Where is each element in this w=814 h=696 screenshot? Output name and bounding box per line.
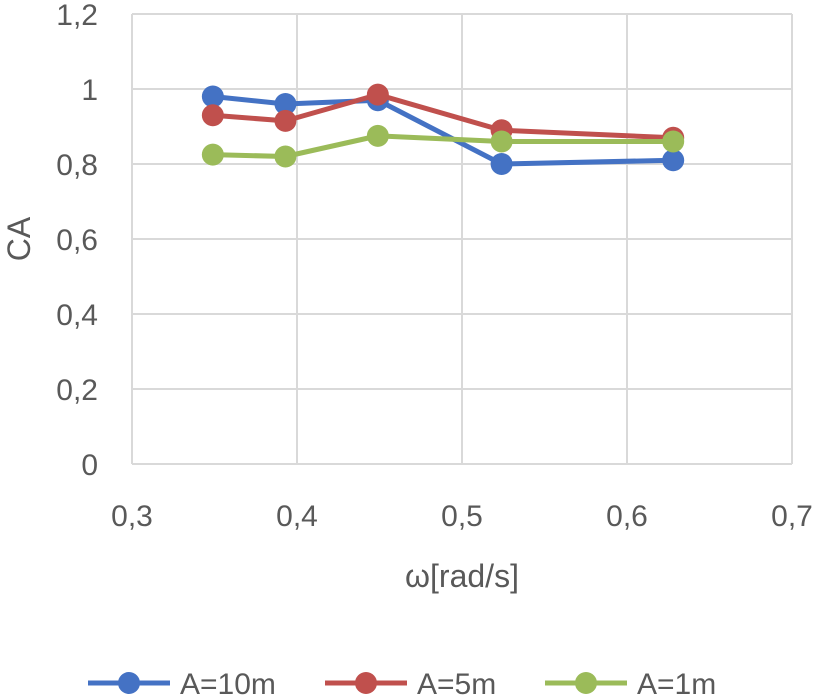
data-point (274, 145, 297, 168)
y-tick-label: 0,2 (56, 374, 98, 407)
y-tick-label: 0,6 (56, 224, 98, 257)
data-point (201, 104, 224, 127)
legend-label: A=1m (637, 668, 716, 696)
x-gridlines (131, 14, 793, 464)
y-tick-label: 0,8 (56, 149, 98, 182)
y-axis-label: CA (1, 216, 37, 261)
x-tick-labels: 0,3 0,4 0,5 0,6 0,7 (111, 500, 813, 533)
data-point (490, 130, 513, 153)
legend-label: A=5m (417, 668, 496, 696)
x-tick-label: 0,7 (771, 500, 813, 533)
y-tick-labels: 0 0,2 0,4 0,6 0,8 1 1,2 (56, 0, 98, 482)
data-point (662, 130, 685, 153)
data-point (201, 143, 224, 166)
legend-entry-0: A=10m (88, 668, 276, 696)
data-point (274, 93, 297, 115)
data-point (366, 83, 389, 106)
data-point (274, 109, 297, 132)
x-axis-label: ω[rad/s] (405, 558, 519, 594)
data-point (366, 124, 389, 147)
legend-marker (355, 672, 377, 694)
x-tick-label: 0,6 (606, 500, 648, 533)
series-2 (201, 124, 685, 168)
y-tick-label: 1 (81, 74, 98, 107)
x-tick-label: 0,4 (276, 500, 318, 533)
series-0 (201, 85, 685, 175)
data-point (662, 149, 685, 172)
data-point (490, 153, 513, 175)
x-tick-label: 0,3 (111, 500, 153, 533)
legend-label: A=10m (180, 668, 276, 696)
y-tick-label: 1,2 (56, 0, 98, 32)
legend-marker (118, 672, 140, 694)
legend-entry-1: A=5m (325, 668, 496, 696)
y-tick-label: 0,4 (56, 299, 98, 332)
x-tick-label: 0,5 (441, 500, 483, 533)
legend-entry-2: A=1m (545, 668, 716, 696)
series-layer (201, 83, 685, 175)
legend-marker (575, 672, 597, 694)
y-tick-label: 0 (81, 449, 98, 482)
legend: A=10m A=5m A=1m (88, 668, 716, 696)
data-point (201, 85, 224, 108)
